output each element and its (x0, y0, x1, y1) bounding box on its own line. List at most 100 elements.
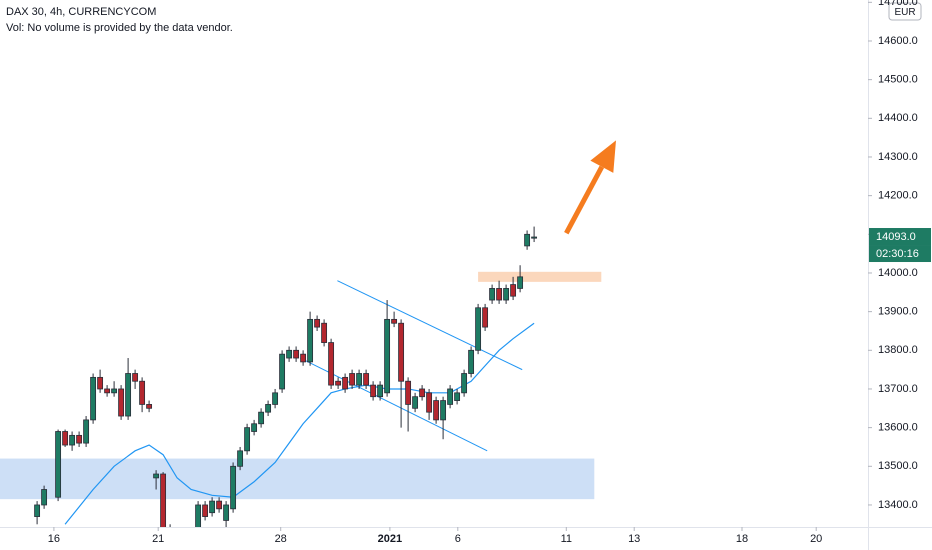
y-tick-label: 13800.0 (878, 344, 918, 356)
candle-body (349, 373, 356, 386)
candle-body (531, 236, 538, 239)
candle-body (41, 489, 48, 506)
candle-body (496, 288, 503, 301)
candle-body (321, 322, 328, 343)
candle-body (475, 307, 482, 351)
candle-body (202, 504, 209, 517)
candle-body (419, 388, 426, 398)
candle-body (517, 276, 524, 289)
candle-body (384, 318, 391, 394)
x-tick-label: 11 (561, 533, 572, 545)
x-tick-label: 21 (152, 533, 164, 545)
price-zone (0, 458, 595, 500)
y-tick-label: 14600.0 (878, 35, 918, 47)
candle-body (230, 465, 237, 510)
y-tick-label: 14400.0 (878, 112, 918, 124)
candle-body (510, 284, 517, 297)
y-tick-label: 14000.0 (878, 267, 918, 279)
candle-body (97, 376, 104, 390)
countdown-label: 02:30:16 (876, 248, 919, 260)
price-zone (478, 271, 602, 282)
candle-body (482, 307, 489, 328)
candle-body (405, 380, 412, 405)
last-price-label: 14093.0 (876, 231, 916, 243)
candle-body (279, 353, 286, 390)
trend-line (337, 280, 523, 371)
candle-body (307, 318, 314, 363)
candle-body (377, 384, 384, 398)
candle-body (468, 349, 475, 374)
candle-body (426, 392, 433, 413)
candle-body (524, 233, 531, 247)
candle-body (160, 473, 167, 527)
chart-title: DAX 30, 4h, CURRENCYCOM (6, 6, 156, 18)
candle-body (503, 288, 510, 301)
y-tick-label: 13400.0 (878, 499, 918, 511)
candle-body (139, 380, 146, 405)
candle-body (391, 318, 398, 324)
x-tick-label: 28 (275, 533, 287, 545)
candle-body (363, 373, 370, 386)
candle-body (125, 373, 132, 417)
y-tick-label: 13600.0 (878, 422, 918, 434)
countdown-box (869, 245, 931, 263)
x-tick-label: 2021 (378, 533, 402, 545)
candle-body (83, 419, 90, 444)
y-tick-label: 13900.0 (878, 306, 918, 318)
candle-body (314, 318, 321, 328)
candle-body (370, 384, 377, 398)
candle-body (209, 500, 216, 514)
last-price-box (869, 228, 931, 246)
currency-label[interactable]: EUR (894, 7, 915, 18)
candle-body (69, 434, 76, 446)
candle-body (195, 504, 202, 527)
candle-body (189, 544, 194, 550)
arrow-shaft (564, 165, 605, 235)
candle-body (489, 288, 496, 301)
candle-body (153, 473, 160, 479)
candle-body (356, 373, 363, 386)
y-tick-label: 13700.0 (878, 383, 918, 395)
chart-subtitle: Vol: No volume is provided by the data v… (6, 22, 233, 34)
candle-body (335, 380, 342, 386)
candle-body (55, 431, 62, 498)
x-tick-label: 16 (48, 533, 60, 545)
candle-body (62, 431, 69, 446)
y-tick-label: 14500.0 (878, 74, 918, 86)
candle-body (412, 396, 419, 409)
candle-body (216, 500, 223, 510)
candle-body (440, 400, 447, 421)
candle-body (265, 404, 272, 413)
x-tick-label: 6 (455, 533, 461, 545)
candle-body (34, 504, 41, 517)
candle-body (132, 373, 139, 382)
candle-body (111, 388, 118, 394)
candle-body (447, 388, 454, 405)
candle-body (118, 388, 125, 417)
candle-body (251, 423, 258, 432)
candle-body (76, 434, 83, 444)
y-tick-label: 14700.0 (878, 0, 918, 8)
candle-body (398, 322, 405, 382)
candle-body (342, 376, 349, 390)
candle-body (300, 353, 307, 363)
y-tick-label: 14200.0 (878, 190, 918, 202)
candle-body (293, 349, 300, 359)
candle-body (461, 373, 468, 394)
candle-body (244, 427, 251, 452)
y-tick-label: 14300.0 (878, 151, 918, 163)
x-tick-label: 18 (736, 533, 748, 545)
candle-body (272, 392, 279, 405)
currency-button[interactable] (888, 2, 922, 21)
candle-body (104, 388, 111, 394)
candle-body (168, 532, 173, 540)
candle-body (454, 392, 461, 401)
candle-body (328, 342, 335, 386)
candle-body (433, 400, 440, 421)
candle-body (237, 450, 244, 467)
candle-body (223, 504, 230, 521)
candle-body (286, 349, 293, 359)
y-tick-label: 13500.0 (878, 460, 918, 472)
